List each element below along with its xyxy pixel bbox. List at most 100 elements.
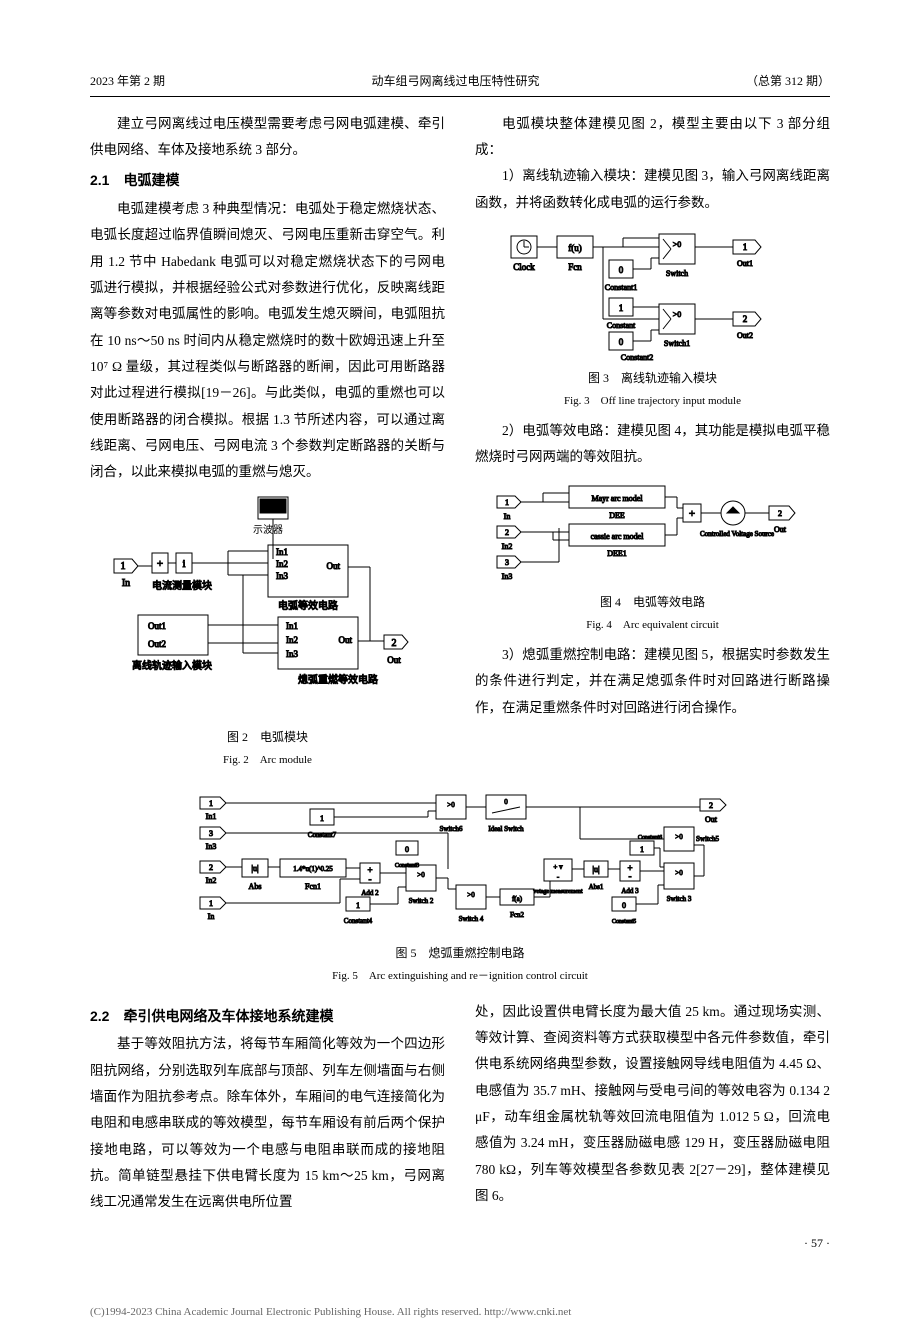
para-r1: 1）离线轨迹输入模块：建模见图 3，输入弓网离线距离函数，并将函数转化成电弧的运… <box>475 163 830 216</box>
svg-text:-: - <box>557 873 560 881</box>
svg-text:2: 2 <box>778 509 782 518</box>
svg-text:2: 2 <box>391 638 396 649</box>
svg-text:+ v: + v <box>553 863 563 871</box>
figure-3: Clock f(u) Fcn 0 Constant1 >0 <box>475 224 830 412</box>
svg-text:Out: Out <box>326 561 340 571</box>
svg-text:Controlled Voltage Source: Controlled Voltage Source <box>699 530 773 538</box>
svg-text:Ideal Switch: Ideal Switch <box>488 825 524 833</box>
svg-text:+: + <box>156 558 162 570</box>
svg-text:1: 1 <box>209 899 213 908</box>
svg-text:Switch5: Switch5 <box>696 835 719 843</box>
svg-text:示波器: 示波器 <box>253 523 283 536</box>
svg-text:1: 1 <box>209 799 213 808</box>
svg-text:Switch 2: Switch 2 <box>409 897 434 905</box>
svg-text:Constant1: Constant1 <box>604 283 636 292</box>
svg-text:3: 3 <box>505 558 509 567</box>
para-r3: 3）熄弧重燃控制电路：建模见图 5，根据实时参数发生的条件进行判定，并在满足熄弧… <box>475 642 830 721</box>
svg-text:In: In <box>121 578 129 589</box>
svg-text:2: 2 <box>505 528 509 537</box>
svg-text:Out2: Out2 <box>148 639 166 649</box>
svg-text:1: 1 <box>640 845 644 854</box>
svg-text:Constant2: Constant2 <box>620 353 652 362</box>
svg-text:熄弧重燃等效电路: 熄弧重燃等效电路 <box>298 673 378 686</box>
svg-text:|u|: |u| <box>592 865 599 874</box>
svg-text:In2: In2 <box>501 542 512 551</box>
svg-text:In1: In1 <box>276 547 288 557</box>
svg-text:Switch: Switch <box>665 269 687 278</box>
svg-text:电弧等效电路: 电弧等效电路 <box>278 599 338 612</box>
svg-text:1: 1 <box>742 242 747 252</box>
svg-text:Switch 3: Switch 3 <box>667 895 692 903</box>
svg-text:Mayr arc model: Mayr arc model <box>591 494 643 503</box>
svg-text:2: 2 <box>742 314 747 324</box>
para-lower-L: 基于等效阻抗方法，将每节车厢简化等效为一个四边形阻抗网络，分别选取列车底部与顶部… <box>90 1031 445 1215</box>
svg-text:i: i <box>182 558 185 570</box>
figure-5: 1 In1 3 In3 2 In2 1 In |u| Abs <box>90 789 830 987</box>
svg-text:In2: In2 <box>286 635 298 645</box>
svg-text:Out: Out <box>338 635 352 645</box>
svg-text:>0: >0 <box>672 240 681 249</box>
footer-copyright: (C)1994-2023 China Academic Journal Elec… <box>0 1284 920 1323</box>
svg-text:离线轨迹输入模块: 离线轨迹输入模块 <box>132 659 212 672</box>
svg-text:2: 2 <box>209 863 213 872</box>
svg-text:>0: >0 <box>447 801 455 809</box>
svg-text:Constant4: Constant4 <box>344 917 373 925</box>
svg-text:Fcn2: Fcn2 <box>510 911 525 919</box>
svg-text:>0: >0 <box>672 310 681 319</box>
figure-2: 1 In + i 电流测量模块 In1 In2 I <box>90 493 445 771</box>
svg-text:Add 2: Add 2 <box>361 889 379 897</box>
svg-text:Out: Out <box>705 815 718 824</box>
fig2-caption-cn: 图 2 电弧模块 <box>90 726 445 749</box>
svg-text:Fcn1: Fcn1 <box>305 882 321 891</box>
fig5-caption-en: Fig. 5 Arc extinguishing and re－ignition… <box>90 966 830 987</box>
page-number: · 57 · <box>90 1232 830 1255</box>
svg-text:|u|: |u| <box>251 864 258 873</box>
header-left: 2023 年第 2 期 <box>90 70 165 93</box>
svg-text:Constant7: Constant7 <box>308 831 337 839</box>
svg-text:>0: >0 <box>467 891 475 899</box>
svg-text:Out2: Out2 <box>737 331 753 340</box>
svg-text:Clock: Clock <box>513 262 535 272</box>
svg-text:f(u): f(u) <box>568 243 582 253</box>
svg-text:0: 0 <box>618 337 623 347</box>
svg-text:Fcn: Fcn <box>568 262 582 272</box>
svg-text:0: 0 <box>504 798 508 806</box>
svg-text:0: 0 <box>622 901 626 910</box>
svg-text:DEE: DEE <box>609 511 625 520</box>
svg-text:1: 1 <box>505 498 509 507</box>
svg-text:3: 3 <box>209 829 213 838</box>
svg-text:>0: >0 <box>417 871 425 879</box>
svg-text:Switch1: Switch1 <box>663 339 689 348</box>
svg-text:In2: In2 <box>206 876 217 885</box>
svg-text:Constant: Constant <box>606 321 635 330</box>
svg-text:In2: In2 <box>276 559 288 569</box>
svg-text:1: 1 <box>356 901 360 910</box>
header-right: （总第 312 期） <box>746 70 830 93</box>
svg-text:>0: >0 <box>675 833 683 841</box>
svg-text:0: 0 <box>618 265 623 275</box>
para-intro: 建立弓网离线过电压模型需要考虑弓网电弧建模、牵引供电网络、车体及接地系统 3 部… <box>90 111 445 164</box>
svg-text:cassie arc model: cassie arc model <box>590 532 644 541</box>
svg-text:In3: In3 <box>206 842 217 851</box>
svg-text:Constant5: Constant5 <box>612 919 636 925</box>
svg-text:Out1: Out1 <box>148 621 166 631</box>
svg-text:In: In <box>503 512 510 521</box>
svg-text:+: + <box>688 508 694 520</box>
svg-text:-: - <box>629 871 632 881</box>
fig4-caption-cn: 图 4 电弧等效电路 <box>475 591 830 614</box>
para-arc-modeling: 电弧建模考虑 3 种典型情况：电弧处于稳定燃烧状态、电弧长度超过临界值瞬间熄灭、… <box>90 196 445 485</box>
svg-text:1: 1 <box>320 814 324 823</box>
svg-text:Abs: Abs <box>249 882 262 891</box>
fig3-caption-cn: 图 3 离线轨迹输入模块 <box>475 367 830 390</box>
svg-text:0: 0 <box>405 845 409 854</box>
svg-text:电流测量模块: 电流测量模块 <box>152 579 212 592</box>
fig5-caption-cn: 图 5 熄弧重燃控制电路 <box>90 942 830 965</box>
fig3-caption-en: Fig. 3 Off line trajectory input module <box>475 391 830 412</box>
svg-text:In3: In3 <box>501 572 512 581</box>
svg-text:2: 2 <box>709 801 713 810</box>
svg-text:In3: In3 <box>276 571 288 581</box>
svg-text:f(a): f(a) <box>512 895 523 903</box>
section-2-2: 2.2 牵引供电网络及车体接地系统建模 <box>90 1003 445 1030</box>
section-2-1: 2.1 电弧建模 <box>90 167 445 194</box>
svg-text:-: - <box>369 874 372 884</box>
